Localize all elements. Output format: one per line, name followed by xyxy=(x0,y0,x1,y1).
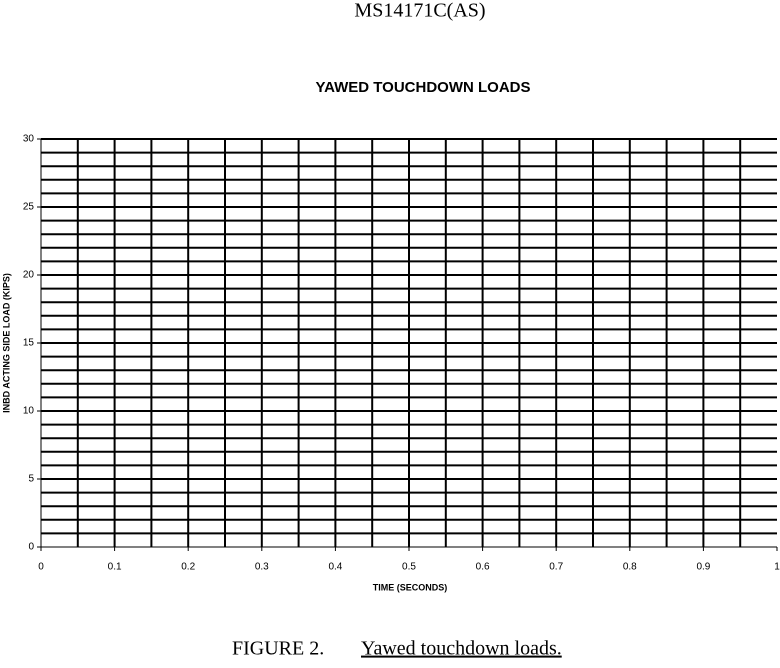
y-tick-label: 15 xyxy=(23,338,35,349)
y-tick-label: 20 xyxy=(23,270,35,281)
x-tick-label: 0.6 xyxy=(476,562,490,573)
x-axis-label: TIME (SECONDS) xyxy=(373,582,448,592)
y-tick-label: 0 xyxy=(28,542,34,553)
x-tick-label: 0.1 xyxy=(108,562,122,573)
x-tick-label: 0.3 xyxy=(255,562,269,573)
x-tick-label: 1 xyxy=(774,562,780,573)
chart-title: YAWED TOUCHDOWN LOADS xyxy=(315,79,530,96)
x-tick-label: 0.7 xyxy=(549,562,563,573)
x-tick-label: 0.2 xyxy=(181,562,195,573)
doc-header: MS14171C(AS) xyxy=(354,0,485,22)
x-tick-label: 0 xyxy=(38,562,44,573)
x-tick-label: 0.5 xyxy=(402,562,416,573)
y-tick-label: 25 xyxy=(23,202,35,213)
y-axis-label: INBD ACTING SIDE LOAD (KIPS) xyxy=(1,273,11,413)
y-tick-label: 10 xyxy=(23,406,35,417)
x-tick-label: 0.8 xyxy=(623,562,637,573)
caption-text: Yawed touchdown loads. xyxy=(361,638,562,660)
y-tick-label: 30 xyxy=(23,134,35,145)
x-tick-label: 0.9 xyxy=(696,562,710,573)
caption-label: FIGURE 2. xyxy=(232,638,324,660)
x-tick-label: 0.4 xyxy=(328,562,342,573)
y-tick-label: 5 xyxy=(28,474,34,485)
